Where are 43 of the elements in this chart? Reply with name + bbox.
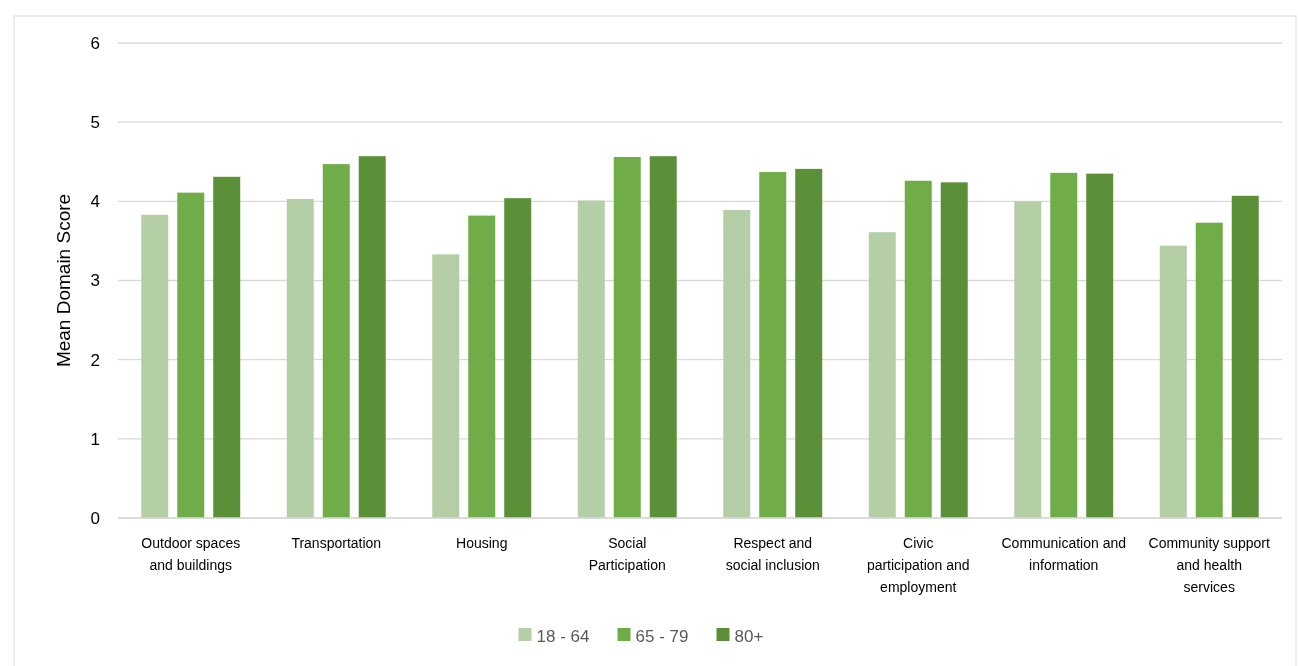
bar bbox=[904, 180, 932, 518]
legend-label: 65 - 79 bbox=[635, 626, 689, 646]
bar bbox=[286, 198, 314, 518]
bar bbox=[613, 157, 641, 518]
x-tick-label: Community support and health services bbox=[1148, 535, 1271, 595]
y-tick-label: 0 bbox=[90, 508, 100, 528]
bar bbox=[213, 176, 241, 518]
x-tick-label: Social Participation bbox=[588, 535, 666, 573]
bar bbox=[1195, 222, 1223, 518]
x-tick-label: Communication and information bbox=[1001, 535, 1127, 573]
bar bbox=[1050, 172, 1078, 518]
bar bbox=[141, 214, 169, 518]
x-tick-label: Housing bbox=[456, 535, 508, 551]
bar bbox=[358, 156, 386, 518]
bar bbox=[577, 200, 605, 518]
y-tick-label: 5 bbox=[90, 113, 100, 133]
bar bbox=[1014, 201, 1042, 518]
legend-label: 18 - 64 bbox=[536, 626, 590, 646]
bar bbox=[468, 215, 496, 518]
y-tick-label: 6 bbox=[90, 33, 100, 53]
bar bbox=[795, 168, 823, 518]
bar bbox=[940, 182, 968, 518]
bar bbox=[649, 156, 677, 518]
x-tick-label: Respect and social inclusion bbox=[725, 535, 820, 573]
bar bbox=[1086, 173, 1114, 518]
y-axis-title: Mean Domain Score bbox=[53, 193, 74, 368]
bar bbox=[1231, 195, 1259, 518]
x-tick-label: Civic participation and employment bbox=[866, 535, 970, 595]
bar bbox=[432, 254, 460, 518]
y-tick-label: 1 bbox=[90, 429, 100, 449]
bar bbox=[723, 210, 751, 518]
bar bbox=[868, 232, 896, 518]
y-tick-label: 3 bbox=[90, 271, 100, 291]
bar bbox=[322, 164, 350, 518]
x-tick-label: Outdoor spaces and buildings bbox=[141, 535, 241, 573]
x-tick-label: Transportation bbox=[291, 535, 382, 551]
bar bbox=[177, 192, 205, 518]
bar bbox=[759, 172, 787, 518]
bar bbox=[504, 198, 532, 518]
bar bbox=[1159, 245, 1187, 518]
legend-label: 80+ bbox=[734, 626, 764, 646]
y-tick-label: 2 bbox=[90, 350, 100, 370]
y-tick-label: 4 bbox=[90, 192, 100, 212]
